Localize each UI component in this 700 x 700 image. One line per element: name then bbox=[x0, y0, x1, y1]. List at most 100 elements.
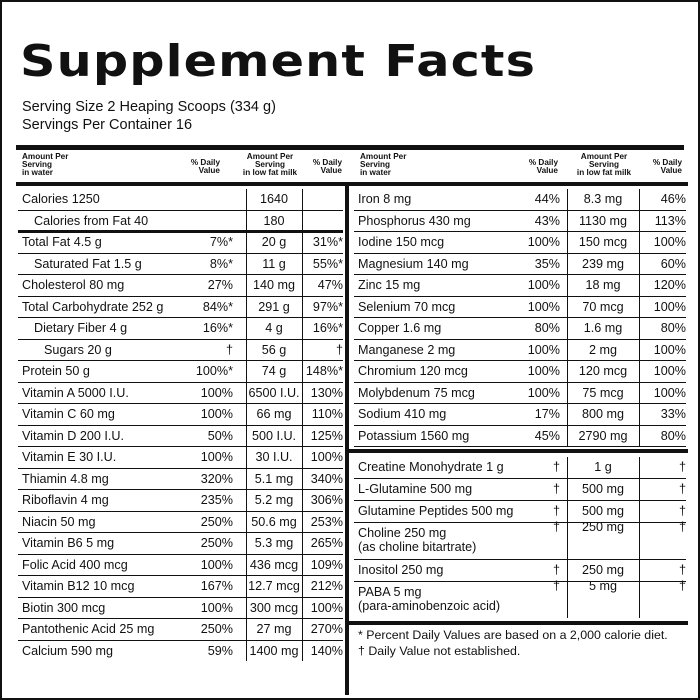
table-row: Saturated Fat 1.5 g 8%* 11 g 55%* bbox=[18, 253, 343, 275]
amount-milk: 500 mg bbox=[581, 482, 624, 496]
table-row: Glutamine Peptides 500 mg † 500 mg † bbox=[354, 501, 686, 523]
daily-value-water: 250% bbox=[200, 514, 233, 529]
daily-value-milk: 100% bbox=[653, 235, 686, 249]
column-separator bbox=[302, 425, 303, 446]
amount-milk: 2790 mg bbox=[578, 428, 628, 443]
daily-value-milk: † bbox=[678, 563, 686, 577]
column-separator bbox=[567, 425, 568, 446]
nutrient-name: Biotin 300 mcg bbox=[22, 600, 106, 615]
daily-value-water: † bbox=[225, 342, 233, 357]
header-rule bbox=[16, 145, 684, 150]
daily-value-milk: 113% bbox=[654, 213, 686, 228]
daily-value-water: † bbox=[552, 520, 560, 534]
column-separator bbox=[302, 232, 303, 253]
amount-milk: 1130 mg bbox=[578, 213, 628, 228]
column-separator bbox=[639, 404, 640, 425]
nutrient-name: Dietary Fiber 4 g bbox=[34, 321, 128, 335]
column-separator bbox=[302, 576, 303, 597]
column-separator bbox=[567, 382, 568, 403]
daily-value-milk: 100% bbox=[653, 364, 686, 378]
column-separator bbox=[302, 361, 303, 382]
serving-size: Serving Size 2 Heaping Scoops (334 g) bbox=[22, 99, 276, 115]
daily-value-milk: 265% bbox=[310, 536, 343, 550]
table-row: Vitamin C 60 mg 100% 66 mg 110% bbox=[18, 404, 343, 426]
daily-value-milk: 270% bbox=[310, 622, 343, 636]
nutrient-name: Sugars 20 g bbox=[44, 342, 112, 357]
daily-value-milk: 253% bbox=[310, 514, 343, 529]
amount-milk: 56 g bbox=[261, 342, 287, 357]
table-row: Dietary Fiber 4 g 16%* 4 g 16%* bbox=[18, 318, 343, 340]
column-separator bbox=[567, 404, 568, 425]
column-separator bbox=[302, 468, 303, 489]
daily-value-water: 100% bbox=[527, 278, 560, 292]
nutrient-name: Cholesterol 80 mg bbox=[22, 278, 125, 292]
column-separator bbox=[302, 533, 303, 554]
amount-milk: 120 mcg bbox=[578, 364, 628, 378]
column-separator bbox=[639, 232, 640, 253]
table-row: Total Fat 4.5 g 7%* 20 g 31%* bbox=[18, 232, 343, 254]
column-separator bbox=[567, 275, 568, 296]
nutrient-name: Sodium 410 mg bbox=[358, 407, 447, 421]
amount-milk: 18 mg bbox=[585, 278, 621, 292]
nutrient-name: Calories 1250 bbox=[22, 192, 100, 206]
column-separator bbox=[302, 253, 303, 274]
header-dv-milk-left: % Daily Value bbox=[312, 158, 342, 175]
column-separator bbox=[302, 619, 303, 640]
amount-milk: 436 mcg bbox=[249, 557, 299, 572]
table-row: Calories from Fat 40 180 bbox=[18, 210, 343, 232]
header-dv-milk-right: % Daily Value bbox=[652, 158, 682, 175]
daily-value-milk: 100% bbox=[310, 600, 343, 615]
ingredient-name-line: Choline 250 mg bbox=[358, 526, 447, 540]
amount-milk: 239 mg bbox=[581, 256, 624, 271]
ingredient-name-line: Glutamine Peptides 500 mg bbox=[358, 504, 514, 518]
table-row: Iron 8 mg 44% 8.3 mg 46% bbox=[354, 189, 686, 211]
column-separator bbox=[567, 189, 568, 210]
column-separator bbox=[639, 425, 640, 446]
column-separator bbox=[246, 468, 247, 489]
table-row: Sodium 410 mg 17% 800 mg 33% bbox=[354, 404, 686, 426]
table-row: Chromium 120 mcg 100% 120 mcg 100% bbox=[354, 361, 686, 383]
amount-milk: 12.7 mcg bbox=[248, 579, 300, 593]
daily-value-water: 100% bbox=[527, 235, 560, 249]
column-separator bbox=[246, 296, 247, 317]
table-row: Vitamin B6 5 mg 250% 5.3 mg 265% bbox=[18, 533, 343, 555]
ingredient-name-line: Creatine Monohydrate 1 g bbox=[358, 460, 504, 474]
daily-value-milk: 60% bbox=[660, 256, 686, 271]
daily-value-milk: † bbox=[678, 520, 686, 534]
column-separator bbox=[639, 296, 640, 317]
nutrient-name: Vitamin B6 5 mg bbox=[22, 536, 115, 550]
column-separator bbox=[246, 232, 247, 253]
table-row: Niacin 50 mg 250% 50.6 mg 253% bbox=[18, 511, 343, 533]
amount-milk: 291 g bbox=[258, 299, 290, 314]
footnote-percent-daily-value: * Percent Daily Values are based on a 2,… bbox=[358, 628, 668, 642]
table-row: Total Carbohydrate 252 g 84%* 291 g 97%* bbox=[18, 296, 343, 318]
column-separator bbox=[246, 382, 247, 403]
daily-value-water: 320% bbox=[200, 471, 233, 486]
nutrient-name: Riboflavin 4 mg bbox=[22, 493, 109, 507]
daily-value-milk: 100% bbox=[653, 342, 686, 357]
daily-value-milk: † bbox=[678, 482, 686, 496]
column-separator bbox=[302, 554, 303, 575]
table-row: Selenium 70 mcg 100% 70 mcg 100% bbox=[354, 296, 686, 318]
table-row: Thiamin 4.8 mg 320% 5.1 mg 340% bbox=[18, 468, 343, 490]
column-separator bbox=[567, 479, 568, 500]
column-separator bbox=[639, 582, 640, 618]
column-separator bbox=[302, 447, 303, 468]
column-separator bbox=[639, 361, 640, 382]
column-separator bbox=[302, 404, 303, 425]
nutrient-name: Thiamin 4.8 mg bbox=[22, 471, 109, 486]
column-separator bbox=[246, 619, 247, 640]
table-row: Riboflavin 4 mg 235% 5.2 mg 306% bbox=[18, 490, 343, 512]
column-separator bbox=[639, 210, 640, 231]
column-separator bbox=[302, 382, 303, 403]
daily-value-milk: 31%* bbox=[312, 235, 343, 249]
column-separator bbox=[302, 511, 303, 532]
amount-milk: 1.6 mg bbox=[583, 321, 623, 335]
ingredient-name-note: (as choline bitartrate) bbox=[358, 540, 477, 554]
daily-value-milk: 80% bbox=[660, 321, 686, 335]
column-divider bbox=[345, 182, 349, 695]
daily-value-milk: 47% bbox=[317, 278, 343, 292]
column-separator bbox=[302, 189, 303, 210]
daily-value-water: 100%* bbox=[195, 364, 233, 378]
column-separator bbox=[246, 511, 247, 532]
